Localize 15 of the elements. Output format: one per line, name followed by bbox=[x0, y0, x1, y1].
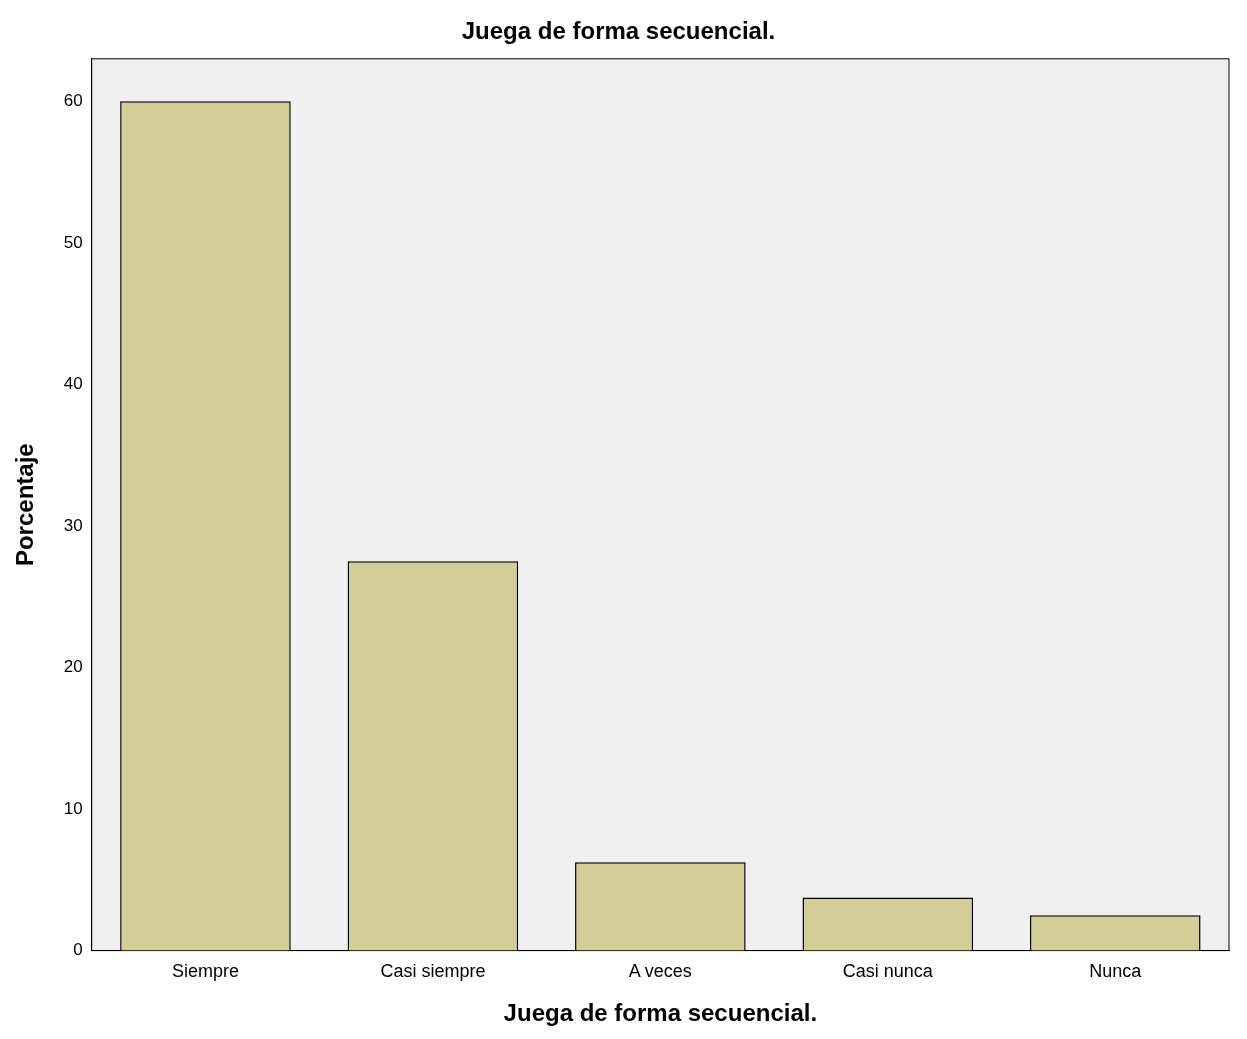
x-tick-label: Casi siempre bbox=[380, 961, 486, 982]
y-tick-label: 20 bbox=[63, 657, 83, 677]
y-tick-label: 60 bbox=[63, 90, 83, 110]
x-tick-label: Casi nunca bbox=[842, 961, 934, 982]
y-tick-label: 40 bbox=[63, 374, 83, 394]
y-tick-label: 30 bbox=[63, 515, 83, 535]
x-tick-label: A veces bbox=[628, 961, 692, 982]
x-axis-title: Juega de forma secuencial. bbox=[503, 999, 818, 1027]
chart-title: Juega de forma secuencial. bbox=[461, 17, 776, 45]
y-axis-title: Porcentaje bbox=[11, 443, 39, 567]
y-tick-label: 10 bbox=[63, 798, 83, 818]
x-tick-label: Nunca bbox=[1089, 961, 1143, 982]
y-tick-label: 0 bbox=[73, 940, 83, 960]
y-tick-label: 50 bbox=[63, 232, 83, 252]
x-tick-label: Siempre bbox=[171, 961, 239, 982]
